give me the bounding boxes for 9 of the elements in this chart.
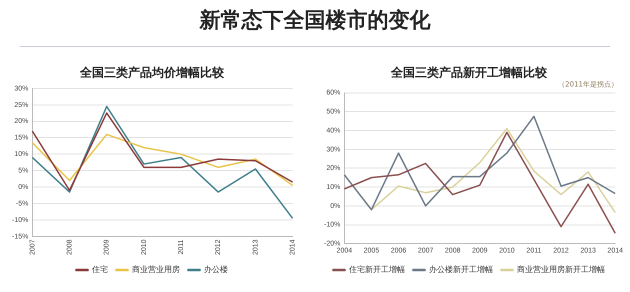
legend-label: 商业营业用房新开工增幅 — [517, 265, 605, 274]
text: 新常态下全国楼市的变化 — [198, 7, 432, 34]
chart-title: 全国三类产品均价增幅比较 — [79, 65, 225, 80]
legend-label: 住宅新开工增幅 — [349, 265, 405, 274]
legend-label: 办公楼新开工增幅 — [429, 265, 493, 274]
legend-label: 商业营业用房 — [132, 265, 180, 274]
chart-title: 全国三类产品新开工增幅比较 — [390, 65, 548, 80]
legend-label: 办公楼 — [204, 265, 228, 274]
legend-label: 住宅 — [92, 265, 108, 274]
